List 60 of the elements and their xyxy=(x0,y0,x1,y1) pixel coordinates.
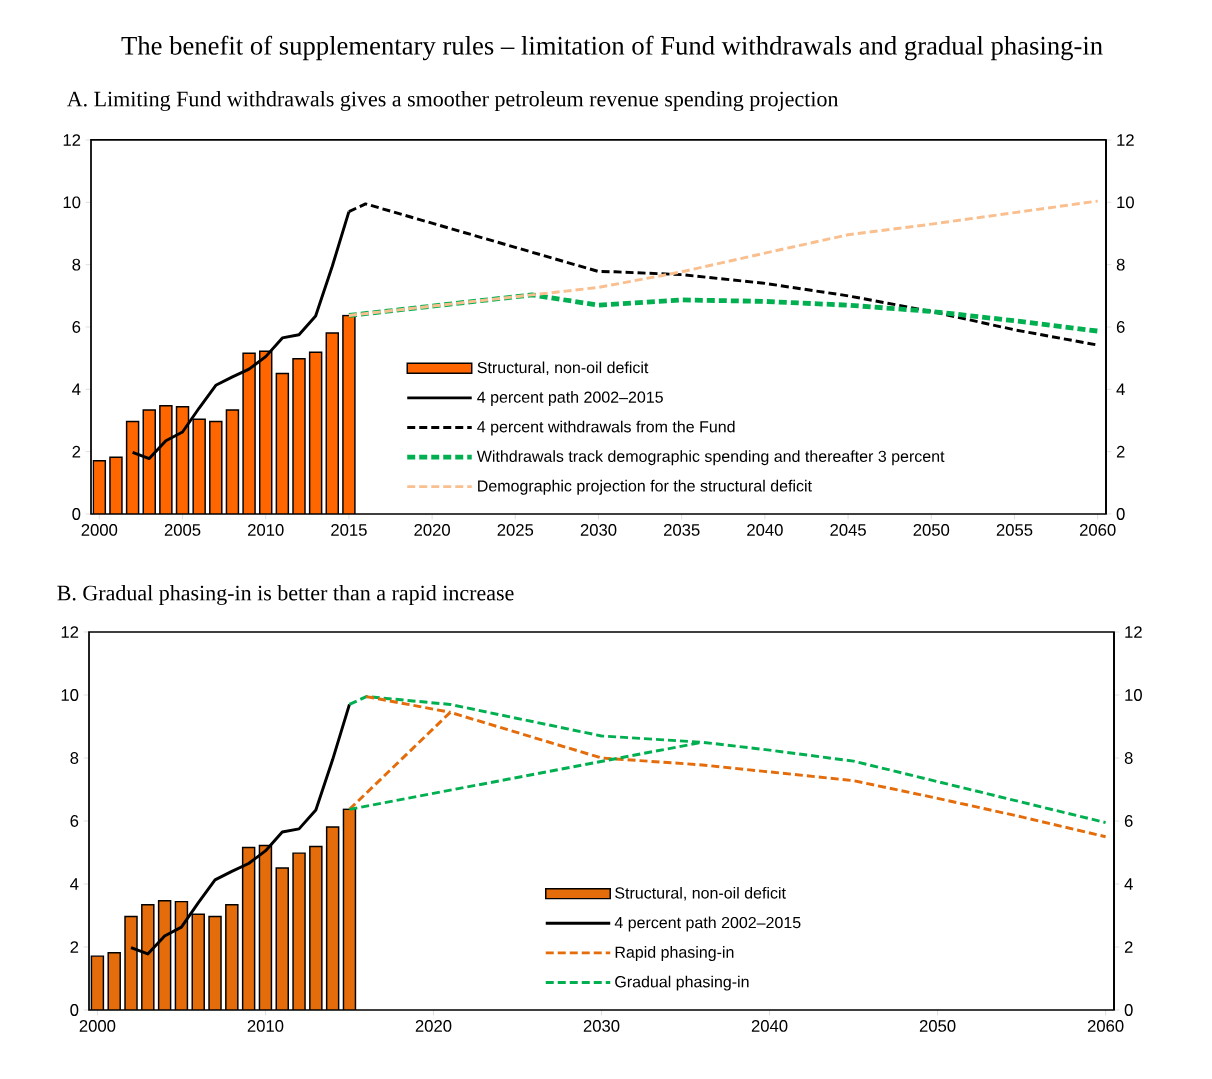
y-tick-label: 4 xyxy=(72,383,81,396)
x-tick-label: 2050 xyxy=(913,524,950,536)
legend-label: Withdrawals track demographic spending and thereafter 3 percent xyxy=(476,450,945,466)
chart-title: B. Gradual phasing-in is better than a rapid increase xyxy=(57,584,514,605)
chart-title: The benefit of supplementary rules – limitation of Fund withdrawals and gradual phasing-in xyxy=(121,35,1103,61)
y2-tick-label: 0 xyxy=(1124,1004,1133,1016)
y-tick-label: 12 xyxy=(63,134,81,146)
y-tick-label: 0 xyxy=(72,508,81,520)
x-tick-label: 2010 xyxy=(247,1020,284,1032)
x-tick-label: 2040 xyxy=(747,524,783,536)
y2-tick-label: 2 xyxy=(1116,445,1125,458)
chart-subtitle: A. Limiting Fund withdrawals gives a smoother petroleum revenue spending projection xyxy=(66,90,839,111)
y2-tick-label: 8 xyxy=(1116,258,1125,271)
y2-tick-label: 12 xyxy=(1117,134,1134,146)
y2-tick-label: 6 xyxy=(1124,815,1133,827)
y-tick-label: 2 xyxy=(70,941,79,953)
x-tick-label: 2020 xyxy=(415,1020,452,1032)
x-tick-label: 2060 xyxy=(1087,1020,1124,1032)
y2-tick-label: 10 xyxy=(1117,196,1134,209)
x-tick-label: 2030 xyxy=(583,1020,620,1032)
legend-label: Gradual phasing-in xyxy=(615,975,749,991)
y2-tick-label: 4 xyxy=(1124,878,1133,890)
x-tick-label: 2060 xyxy=(1079,524,1116,536)
y2-tick-label: 12 xyxy=(1125,626,1142,638)
x-tick-label: 2045 xyxy=(830,524,866,536)
legend-label: Structural, non-oil deficit xyxy=(477,361,649,376)
x-tick-label: 2000 xyxy=(81,524,118,536)
x-tick-label: 2010 xyxy=(248,524,284,536)
y2-tick-label: 0 xyxy=(1116,508,1125,520)
y-tick-label: 4 xyxy=(70,878,79,890)
legend-label: 4 percent path 2002–2015 xyxy=(477,391,663,406)
y-tick-label: 12 xyxy=(61,626,79,638)
y2-tick-label: 2 xyxy=(1124,941,1133,953)
x-tick-label: 2025 xyxy=(497,524,534,536)
y2-tick-label: 10 xyxy=(1125,689,1142,701)
y2-tick-label: 4 xyxy=(1116,383,1125,396)
x-tick-label: 2040 xyxy=(751,1020,788,1032)
y-tick-label: 6 xyxy=(70,815,79,827)
legend-label: 4 percent withdrawals from the Fund xyxy=(477,420,735,436)
legend-label: Rapid phasing-in xyxy=(615,946,734,962)
x-tick-label: 2000 xyxy=(79,1020,116,1032)
x-tick-label: 2030 xyxy=(580,524,617,536)
y2-tick-label: 8 xyxy=(1124,752,1133,764)
x-tick-label: 2050 xyxy=(919,1020,956,1032)
x-tick-label: 2020 xyxy=(414,524,450,536)
x-tick-label: 2015 xyxy=(331,524,367,536)
y-tick-label: 8 xyxy=(70,752,79,764)
y-tick-label: 2 xyxy=(72,445,81,458)
y2-tick-label: 6 xyxy=(1116,321,1125,333)
legend-label: 4 percent path 2002–2015 xyxy=(614,916,801,932)
x-tick-label: 2005 xyxy=(164,524,201,536)
legend-label: Structural, non-oil deficit xyxy=(615,886,786,901)
y-tick-label: 0 xyxy=(70,1004,79,1016)
legend-label: Demographic projection for the structural deficit xyxy=(478,479,812,495)
x-tick-label: 2035 xyxy=(664,524,700,536)
y-tick-label: 6 xyxy=(72,321,81,333)
y-tick-label: 10 xyxy=(61,689,79,701)
x-tick-label: 2055 xyxy=(996,524,1033,536)
y-tick-label: 8 xyxy=(72,258,81,271)
y-tick-label: 10 xyxy=(63,196,81,209)
